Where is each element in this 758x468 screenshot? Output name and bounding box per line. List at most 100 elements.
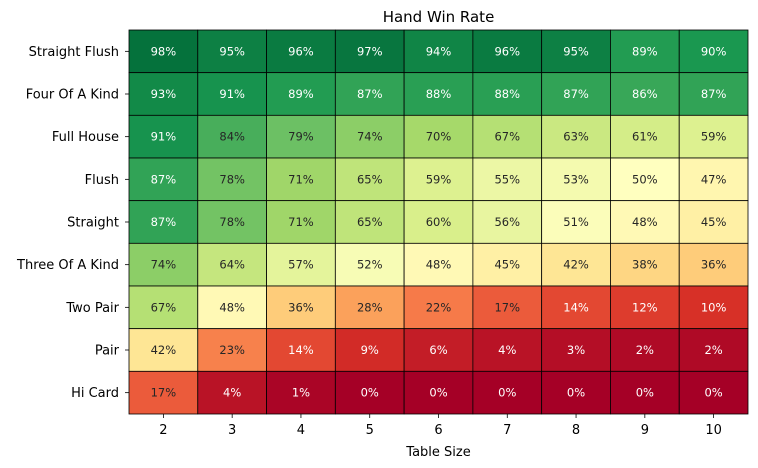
cell-value-label: 36% — [288, 300, 314, 314]
cell-value-label: 87% — [357, 87, 383, 101]
cell-value-label: 0% — [704, 386, 722, 400]
cell-value-label: 10% — [701, 300, 727, 314]
x-tick-label: 2 — [159, 423, 167, 438]
cell-value-label: 0% — [636, 386, 654, 400]
cell-value-label: 45% — [701, 215, 727, 229]
heatmap-cell — [266, 328, 336, 372]
cell-value-label: 91% — [151, 130, 177, 144]
heatmap-cell — [678, 242, 749, 287]
cell-value-label: 4% — [223, 386, 241, 400]
cell-value-label: 87% — [151, 172, 177, 186]
chart-title: Hand Win Rate — [383, 8, 495, 26]
cell-value-label: 60% — [426, 215, 452, 229]
cell-value-label: 65% — [357, 215, 383, 229]
x-tick-label: 10 — [705, 423, 722, 438]
y-tick-label: Pair — [95, 344, 120, 359]
cell-value-label: 64% — [219, 258, 245, 272]
heatmap-cell — [334, 29, 405, 74]
heatmap-cell — [541, 370, 611, 415]
cell-value-label: 2% — [704, 343, 722, 357]
y-tick-label: Two Pair — [65, 301, 119, 316]
heatmap-cell — [610, 29, 680, 74]
heatmap-cell — [128, 285, 199, 330]
cell-value-label: 87% — [151, 215, 177, 229]
y-tick-label: Flush — [85, 173, 119, 188]
y-tick-label: Four Of A Kind — [26, 88, 119, 103]
y-tick-label: Full House — [52, 130, 119, 145]
cell-value-label: 0% — [429, 386, 447, 400]
cell-value-label: 22% — [426, 300, 452, 314]
y-tick-label: Three Of A Kind — [16, 258, 119, 273]
x-axis-label: Table Size — [405, 445, 470, 460]
cell-value-label: 50% — [632, 172, 658, 186]
heatmap-cell — [678, 72, 749, 116]
heatmap-cell — [472, 200, 543, 244]
heatmap-cell — [266, 114, 336, 159]
heatmap-cell — [472, 328, 543, 372]
heatmap-cell — [334, 242, 405, 287]
heatmap-cell — [128, 157, 199, 202]
heatmap-cell — [197, 370, 267, 415]
cell-value-label: 95% — [563, 44, 589, 58]
cell-value-label: 17% — [151, 386, 177, 400]
cell-value-label: 86% — [632, 87, 658, 101]
heatmap-cell — [678, 200, 749, 244]
heatmap-cell — [128, 370, 199, 415]
heatmap-cell — [197, 200, 267, 244]
heatmap-cell — [541, 200, 611, 244]
cell-value-label: 90% — [701, 44, 727, 58]
cell-value-label: 56% — [494, 215, 520, 229]
cell-value-label: 94% — [426, 44, 452, 58]
cell-value-label: 2% — [636, 343, 654, 357]
heatmap-cell — [334, 114, 405, 159]
cell-value-label: 1% — [292, 386, 310, 400]
x-tick-label: 7 — [503, 423, 511, 438]
cell-value-label: 65% — [357, 172, 383, 186]
cell-value-label: 55% — [494, 172, 520, 186]
heatmap-cells — [128, 29, 749, 415]
cell-value-label: 3% — [567, 343, 585, 357]
x-axis-ticks: 2 3 4 5 6 7 8 9 10 — [159, 414, 722, 438]
cell-value-label: 38% — [632, 258, 658, 272]
heatmap-cell — [541, 328, 611, 372]
x-tick-label: 3 — [228, 423, 236, 438]
cell-value-label: 47% — [701, 172, 727, 186]
y-axis-ticks: Straight Flush Four Of A Kind Full House Fl… — [16, 45, 129, 401]
x-tick-label: 6 — [434, 423, 442, 438]
cell-value-label: 6% — [429, 343, 447, 357]
cell-value-label: 59% — [701, 130, 727, 144]
heatmap-cell — [334, 157, 405, 202]
heatmap-cell — [610, 242, 680, 287]
cell-value-label: 0% — [567, 386, 585, 400]
heatmap-cell — [197, 242, 267, 287]
cell-value-label: 14% — [288, 343, 314, 357]
heatmap-cell — [472, 242, 543, 287]
heatmap-cell — [334, 328, 405, 372]
heatmap-cell — [678, 370, 749, 415]
cell-value-label: 67% — [494, 130, 520, 144]
heatmap-cell-labels: 98% 95% 96% 97% 94% 96% 95% 89% 90% 93% 91% 89% 87% 8… — [151, 44, 727, 399]
cell-value-label: 59% — [426, 172, 452, 186]
cell-value-label: 74% — [151, 258, 177, 272]
heatmap-cell — [541, 114, 611, 159]
heatmap-cell — [266, 29, 336, 74]
cell-value-label: 28% — [357, 300, 383, 314]
cell-value-label: 87% — [701, 87, 727, 101]
x-tick-label: 5 — [366, 423, 374, 438]
cell-value-label: 48% — [219, 300, 245, 314]
heatmap-cell — [334, 370, 405, 415]
cell-value-label: 95% — [219, 44, 245, 58]
cell-value-label: 89% — [288, 87, 314, 101]
heatmap-cell — [541, 72, 611, 116]
heatmap-cell — [403, 242, 474, 287]
heatmap-cell — [128, 114, 199, 159]
heatmap-cell — [197, 285, 267, 330]
cell-value-label: 78% — [219, 172, 245, 186]
cell-value-label: 96% — [494, 44, 520, 58]
cell-value-label: 84% — [219, 130, 245, 144]
cell-value-label: 51% — [563, 215, 589, 229]
heatmap-cell — [197, 114, 267, 159]
heatmap-cell — [403, 72, 474, 116]
cell-value-label: 36% — [701, 258, 727, 272]
cell-value-label: 9% — [361, 343, 379, 357]
